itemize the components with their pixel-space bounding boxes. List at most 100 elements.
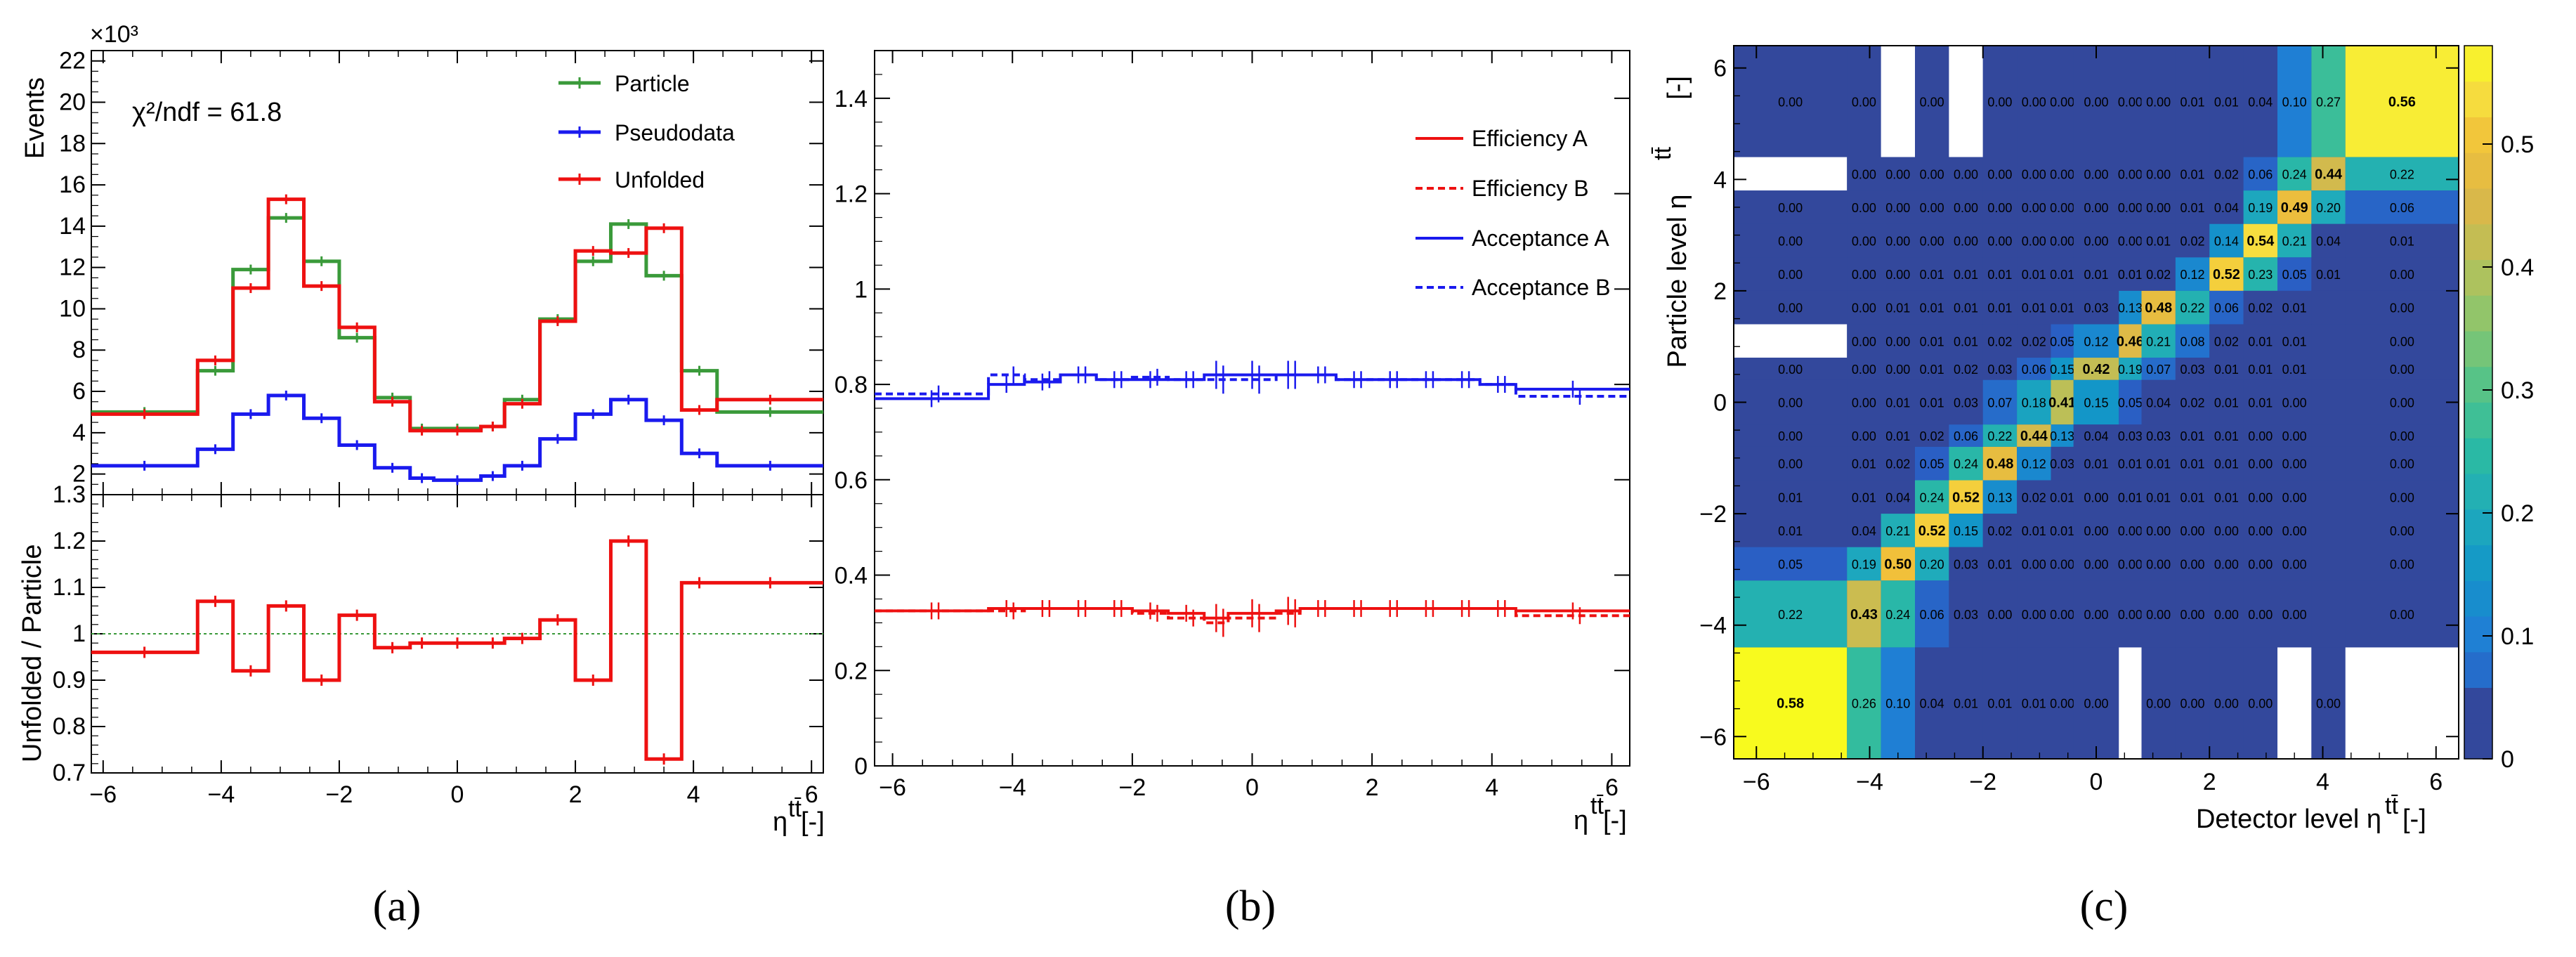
heatmap-cell-value: 0.00 [2282, 557, 2307, 571]
heatmap-cell-value: 0.01 [2050, 268, 2074, 282]
heatmap-cell-value: 0.07 [2146, 363, 2171, 377]
heatmap-cell-value: 0.00 [1987, 201, 2012, 215]
ratio-xtick-label: −2 [326, 781, 353, 808]
heatmap-cell-value: 0.00 [2248, 608, 2273, 622]
heatmap-cell [2175, 580, 2210, 648]
heatmap-cell-value: 0.15 [2050, 363, 2074, 377]
heatmap-cell [2311, 223, 2346, 258]
colorbar-segment [2464, 651, 2492, 688]
heatmap-cell [1734, 46, 1848, 157]
heatmap-cell-value: 0.00 [2390, 557, 2414, 571]
heatmap-cell-value: 0.00 [1954, 201, 1978, 215]
heatmap-cell-value: 0.01 [2181, 490, 2205, 504]
heatmap-cell [1982, 257, 2018, 291]
heatmap-cell [1881, 580, 1915, 648]
heatmap-cell-value: 0.02 [1954, 363, 1978, 377]
heatmap-cell-value: 0.56 [2388, 94, 2416, 110]
heatmap-cell [2345, 647, 2459, 759]
heatmap-cell [1915, 324, 1949, 358]
heatmap-cell [2073, 379, 2119, 425]
heatmap-cell-value: 0.00 [2050, 167, 2074, 181]
heatmap-cell-value: 0.00 [2118, 608, 2143, 622]
heatmap-cell [1982, 580, 2018, 648]
heatmap-cell [1881, 358, 1915, 380]
heatmap-cell [2311, 580, 2346, 648]
colorbar-frame [2464, 45, 2493, 760]
heatmap-cell-value: 0.01 [2146, 235, 2171, 249]
heatmap-cell [1949, 580, 1983, 648]
heatmap-cell [2141, 424, 2176, 447]
heatmap-cell-value: 0.04 [2248, 95, 2273, 109]
colorbar-segment [2464, 509, 2492, 545]
heatmap-cell [1881, 190, 1915, 224]
heatmap-cell [1915, 223, 1949, 258]
colorbar-segment [2464, 81, 2492, 117]
heatmap-cell-value: 0.01 [2118, 490, 2143, 504]
ylabel: Particle level η [1663, 194, 1692, 367]
series-unfolded-line [91, 197, 823, 433]
heatmap-cell-value: 0.13 [1987, 490, 2012, 504]
heatmap-cell-value: 0.00 [2050, 201, 2074, 215]
heatmap-cell [2141, 514, 2176, 547]
heatmap-cell-value: 0.03 [2050, 457, 2074, 471]
heatmap-cell [2243, 547, 2277, 581]
heatmap-cell-value: 0.00 [2146, 524, 2171, 538]
heatmap-cell-value: 0.00 [2390, 490, 2414, 504]
heatmap-cell-value: 0.06 [2390, 201, 2414, 215]
heatmap-cell-value: 0.15 [1954, 524, 1978, 538]
heatmap-cell-value: 0.04 [1920, 697, 1944, 711]
heatmap-cell [2243, 446, 2277, 481]
heatmap-cell [2311, 480, 2346, 514]
heatmap-cell [1847, 358, 1881, 380]
heatmap-cell-value: 0.00 [2390, 457, 2414, 471]
heatmap-cell-value: 0.00 [2022, 167, 2046, 181]
heatmap-cell-value: 0.00 [1987, 167, 2012, 181]
heatmap-cell-value: 0.05 [1778, 557, 1803, 571]
ytick-label: 6 [1713, 56, 1727, 82]
heatmap-cell [2175, 223, 2210, 258]
heatmap-cell [2051, 324, 2074, 358]
heatmap-cell [2277, 514, 2312, 547]
heatmap-cell-value: 0.00 [2084, 167, 2108, 181]
heatmap-cell [2073, 480, 2119, 514]
top-ytick-label: 4 [72, 419, 86, 446]
colorbar-segment [2464, 687, 2492, 724]
heatmap-cell [2051, 446, 2074, 481]
heatmap-cell [2345, 190, 2459, 224]
heatmap-cell [2209, 424, 2244, 447]
heatmap-cell [1982, 223, 2018, 258]
heatmap-cell [2345, 157, 2459, 191]
heatmap-cell-value: 0.01 [2181, 201, 2205, 215]
heatmap-cell-value: 0.20 [1920, 557, 1944, 571]
heatmap-cell-value: 0.00 [1920, 167, 1944, 181]
heatmap-cell [2311, 290, 2346, 325]
heatmap-cell-value: 0.01 [1987, 697, 2012, 711]
heatmap-cell [2141, 46, 2176, 157]
heatmap-cell [2311, 446, 2346, 481]
ratio-ytick-label: 0.9 [53, 667, 86, 694]
heatmap-cell-value: 0.01 [2214, 363, 2239, 377]
heatmap-cell [1982, 547, 2018, 581]
heatmap-cell [2051, 290, 2074, 325]
heatmap-cell [2119, 446, 2142, 481]
heatmap-cell [2277, 358, 2312, 380]
heatmap-cell-value: 0.01 [2181, 457, 2205, 471]
heatmap-cell [2175, 446, 2210, 481]
heatmap-cell [2175, 424, 2210, 447]
heatmap-cell-value: 0.01 [2022, 301, 2046, 315]
heatmap-cell-value: 0.02 [2022, 334, 2046, 349]
heatmap-cell [2141, 223, 2176, 258]
ratio-xtick-label: −6 [89, 781, 117, 808]
heatmap-cell [2051, 358, 2074, 380]
heatmap-cell [2141, 190, 2176, 224]
heatmap-cell-value: 0.01 [2214, 457, 2239, 471]
heatmap-cell-value: 0.19 [1852, 557, 1876, 571]
heatmap-cell [1847, 480, 1881, 514]
heatmap-cell [1982, 46, 2018, 157]
heatmap-cell-value: 0.01 [2022, 268, 2046, 282]
heatmap-cell-value: 0.00 [1885, 363, 1910, 377]
heatmap-cell-value: 0.00 [2282, 429, 2307, 443]
heatmap-cell [1915, 647, 1949, 759]
heatmap-cell [1881, 290, 1915, 325]
